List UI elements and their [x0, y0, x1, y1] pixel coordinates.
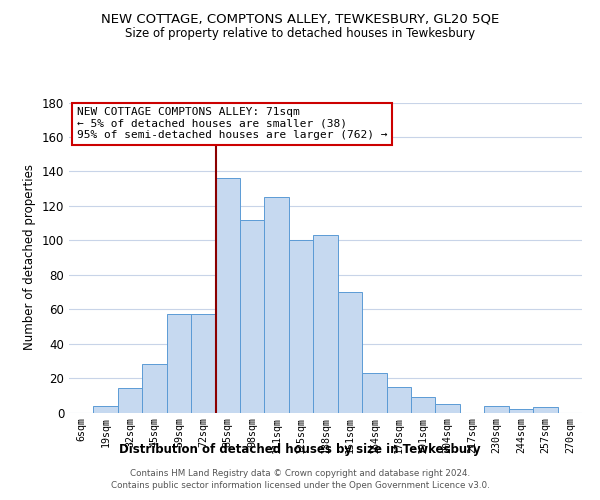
- Bar: [289, 240, 313, 412]
- Bar: [265, 197, 289, 412]
- Bar: [533, 408, 557, 412]
- Text: NEW COTTAGE COMPTONS ALLEY: 71sqm
← 5% of detached houses are smaller (38)
95% o: NEW COTTAGE COMPTONS ALLEY: 71sqm ← 5% o…: [77, 107, 387, 140]
- Bar: [338, 292, 362, 412]
- Bar: [118, 388, 142, 412]
- Text: Distribution of detached houses by size in Tewkesbury: Distribution of detached houses by size …: [119, 442, 481, 456]
- Text: NEW COTTAGE, COMPTONS ALLEY, TEWKESBURY, GL20 5QE: NEW COTTAGE, COMPTONS ALLEY, TEWKESBURY,…: [101, 12, 499, 26]
- Bar: [484, 406, 509, 412]
- Bar: [436, 404, 460, 412]
- Bar: [509, 409, 533, 412]
- Bar: [240, 220, 265, 412]
- Bar: [191, 314, 215, 412]
- Text: Size of property relative to detached houses in Tewkesbury: Size of property relative to detached ho…: [125, 28, 475, 40]
- Bar: [386, 386, 411, 412]
- Bar: [142, 364, 167, 412]
- Bar: [411, 397, 436, 412]
- Bar: [94, 406, 118, 412]
- Text: Contains HM Land Registry data © Crown copyright and database right 2024.
Contai: Contains HM Land Registry data © Crown c…: [110, 468, 490, 490]
- Bar: [167, 314, 191, 412]
- Bar: [215, 178, 240, 412]
- Y-axis label: Number of detached properties: Number of detached properties: [23, 164, 36, 350]
- Bar: [313, 235, 338, 412]
- Bar: [362, 373, 386, 412]
